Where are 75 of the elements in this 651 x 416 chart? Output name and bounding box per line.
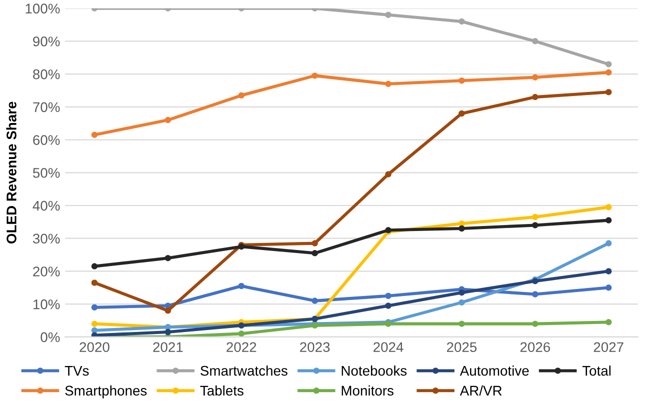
point [91,132,98,138]
y-tick-label: 50% [32,168,60,178]
x-tick-label: 2025 [446,342,477,352]
point [605,268,612,274]
point [238,92,244,99]
point [532,38,538,44]
point [605,284,612,291]
legend-label: Tablets [200,385,244,396]
point [164,308,172,314]
legend-label: Smartwatches [200,366,288,376]
point [91,327,98,334]
point [385,171,392,178]
legend-label: Smartphones [65,385,147,398]
point [238,282,244,290]
point [605,217,612,224]
y-tick-label: 90% [33,36,60,46]
x-tick-label: 2020 [80,342,110,352]
point [532,291,538,298]
point [605,69,612,76]
point [385,292,392,300]
point [385,302,392,309]
point [605,61,612,68]
legend-label: Automotive [460,366,529,376]
point [458,289,465,296]
point [238,330,244,337]
point [164,254,172,262]
point [458,320,465,327]
point [532,222,538,228]
y-tick-label: 100% [26,4,60,14]
point [458,110,465,117]
point [91,280,98,286]
x-tick-label: 2023 [300,342,330,352]
point [164,328,172,336]
y-tick-label: 40% [32,200,60,211]
legend-label: AR/VR [460,385,502,396]
point [312,298,318,304]
point [458,225,465,232]
point [532,214,538,220]
point [532,320,538,327]
y-tick-label: 20% [33,266,60,276]
y-tick-label: 80% [33,69,60,80]
legend-label: TVs [64,366,89,376]
y-tick-label: 10% [34,299,60,310]
legend-label: Monitors [342,385,394,396]
point [605,204,612,210]
point [385,12,392,18]
point [605,240,612,246]
x-tick-label: 2022 [226,342,256,352]
point [385,80,392,88]
x-tick-label: 2027 [594,342,624,352]
y-tick-label: 70% [33,102,60,112]
point [312,250,318,256]
y-axis-title: OLED Revenue Share [6,102,16,244]
point [458,299,465,306]
x-tick-label: 2026 [520,342,550,352]
y-tick-label: 60% [33,135,60,145]
point [164,116,172,124]
point [312,72,318,79]
point [312,240,318,246]
point [605,319,612,326]
point [458,18,465,25]
x-tick-label: 2024 [374,342,404,352]
point [91,304,98,311]
point [458,220,465,227]
x-tick-label: 2021 [153,342,183,352]
point [605,89,612,96]
legend-label: Total [582,366,611,376]
point [458,77,465,84]
point [532,94,538,100]
legend-label: Notebooks [342,366,407,376]
point [532,74,538,80]
y-tick-label: 30% [32,234,60,244]
point [91,320,98,327]
point [91,263,98,270]
y-tick-label: 0% [40,332,60,342]
